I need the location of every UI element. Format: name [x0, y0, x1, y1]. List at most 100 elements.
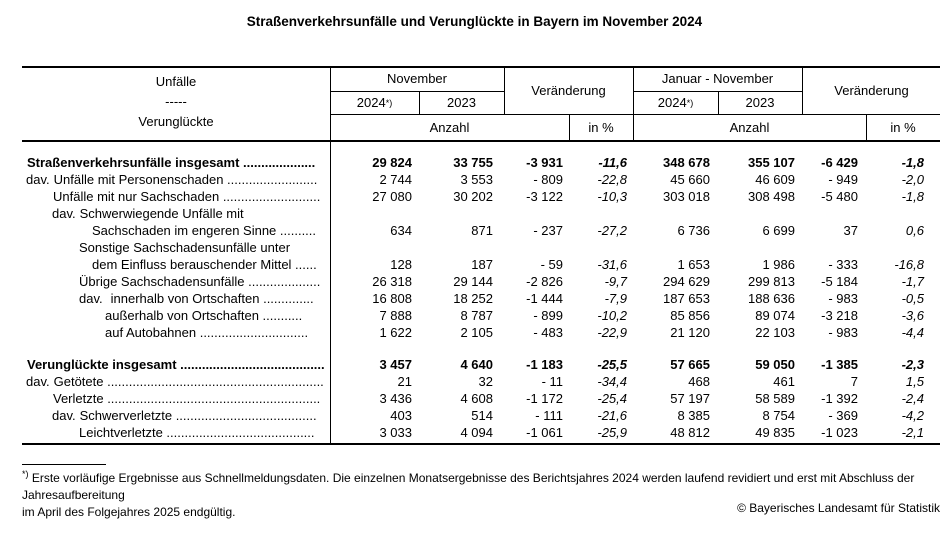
value-cell: 29 144 — [453, 274, 493, 289]
value-cell: 1 653 — [677, 257, 710, 272]
row-label-text: Verunglückte insgesamt .................… — [27, 357, 325, 372]
row-label-text: Getötete ...............................… — [53, 374, 324, 389]
row-prefix: dav. — [26, 172, 50, 187]
rule-under-years — [330, 114, 940, 115]
unit-header-anzahl-2: Anzahl — [729, 119, 770, 135]
table-row: dav. Schwerwiegende Unfälle mit — [22, 205, 940, 222]
value-cell: 0,6 — [905, 223, 924, 238]
column-header-2024-januar-november: 2024 *) — [657, 95, 694, 110]
row-label-text: innerhalb von Ortschaften .............. — [110, 291, 314, 306]
column-header-2023-november: 2023 — [447, 95, 476, 110]
unit-header-percent-2: in % — [890, 119, 916, 135]
footnote-line-2: im April des Folgejahres 2025 endgültig. — [22, 505, 236, 519]
value-cell: 303 018 — [663, 189, 710, 204]
value-cell: 46 609 — [755, 172, 795, 187]
value-cell: -1 385 — [821, 357, 858, 372]
row-label: Sachschaden im engeren Sinne .......... — [22, 222, 330, 239]
row-prefix: dav. — [79, 291, 103, 306]
value-cell: 403 — [390, 408, 412, 423]
table-row: Straßenverkehrsunfälle insgesamt .......… — [22, 154, 940, 171]
table-bottom-rule — [22, 443, 940, 445]
row-prefix: dav. — [52, 408, 76, 423]
value-cell — [802, 239, 866, 256]
value-cell: -22,9 — [597, 325, 627, 340]
table-row: Unfälle mit nur Sachschaden ............… — [22, 188, 940, 205]
value-cell: 57 665 — [670, 357, 710, 372]
row-label-text: außerhalb von Ortschaften ........... — [105, 308, 303, 323]
value-cell: -2,3 — [901, 357, 924, 372]
value-cell — [330, 239, 419, 256]
row-label: dav. Schwerverletzte ....................… — [22, 407, 330, 424]
stub-header: Unfälle ----- Verunglückte — [23, 68, 329, 138]
row-label-text: Schwerverletzte ........................… — [79, 408, 317, 423]
value-cell: -1 183 — [526, 357, 563, 372]
value-cell: -1,8 — [901, 189, 924, 204]
value-cell: -25,4 — [597, 391, 627, 406]
table-row: dem Einfluss berauschender Mittel ......… — [22, 256, 940, 273]
divider-jan-years — [718, 91, 719, 114]
value-cell: 18 252 — [453, 291, 493, 306]
value-cell: - 111 — [535, 408, 563, 423]
report-title: Straßenverkehrsunfälle und Verunglückte … — [246, 14, 703, 29]
value-cell: -1 061 — [526, 425, 563, 440]
value-cell: - 983 — [828, 291, 858, 306]
value-cell: - 483 — [533, 325, 563, 340]
row-label-text: Unfälle mit nur Sachschaden ............… — [53, 189, 321, 204]
value-cell: -25,5 — [597, 357, 627, 372]
value-cell: 2 744 — [379, 172, 412, 187]
value-cell: -25,9 — [597, 425, 627, 440]
value-cell: 7 888 — [379, 308, 412, 323]
column-group-change-november: Veränderung — [531, 82, 606, 98]
table-row: Verletzte ..............................… — [22, 390, 940, 407]
copyright-notice: © Bayerisches Landesamt für Statistik — [737, 501, 940, 515]
value-cell: 33 755 — [453, 155, 493, 170]
row-label-text: Verletzte ..............................… — [53, 391, 321, 406]
table-row: Sachschaden im engeren Sinne .......... 6… — [22, 222, 940, 239]
stub-line-unfaelle: Unfälle — [155, 74, 197, 89]
value-cell: 4 608 — [460, 391, 493, 406]
value-cell: 188 636 — [748, 291, 795, 306]
value-cell: -27,2 — [597, 223, 627, 238]
table-row: dav. Schwerverletzte ....................… — [22, 407, 940, 424]
value-cell: 16 808 — [372, 291, 412, 306]
column-group-change-januar-november: Veränderung — [834, 82, 909, 98]
value-cell: 8 385 — [677, 408, 710, 423]
row-label-text: Unfälle mit Personenschaden ............… — [53, 172, 318, 187]
value-cell: 2 105 — [460, 325, 493, 340]
value-cell: -16,8 — [894, 257, 924, 272]
value-cell: - 809 — [533, 172, 563, 187]
value-cell — [866, 205, 940, 222]
value-cell: -21,6 — [597, 408, 627, 423]
value-cell: 21 — [397, 374, 412, 389]
row-label-text: Straßenverkehrsunfälle insgesamt .......… — [27, 155, 316, 170]
value-cell: 1 622 — [379, 325, 412, 340]
value-cell: 299 813 — [748, 274, 795, 289]
value-cell: - 369 — [828, 408, 858, 423]
value-cell: - 11 — [541, 374, 563, 389]
value-cell: 634 — [390, 223, 412, 238]
value-cell — [633, 239, 718, 256]
value-cell: 48 812 — [670, 425, 710, 440]
value-cell: 49 835 — [755, 425, 795, 440]
value-cell: 294 629 — [663, 274, 710, 289]
value-cell: 187 — [471, 257, 493, 272]
value-cell: -1,7 — [901, 274, 924, 289]
value-cell: -4,4 — [901, 325, 924, 340]
value-cell: -6 429 — [821, 155, 858, 170]
value-cell: 3 553 — [460, 172, 493, 187]
value-cell: - 949 — [828, 172, 858, 187]
value-cell: 57 197 — [670, 391, 710, 406]
value-cell: 3 436 — [379, 391, 412, 406]
value-cell — [718, 205, 802, 222]
value-cell — [718, 239, 802, 256]
divider-anzahl-percent-2 — [866, 114, 867, 140]
rule-under-november — [330, 91, 504, 92]
value-cell: 7 — [850, 374, 858, 389]
value-cell: -34,4 — [597, 374, 627, 389]
value-cell: -0,5 — [901, 291, 924, 306]
table-row: dav. innerhalb von Ortschaften ..........… — [22, 290, 940, 307]
value-cell: - 237 — [533, 223, 563, 238]
stub-divider-dashes: ----- — [165, 94, 187, 109]
row-label: dem Einfluss berauschender Mittel ...... — [22, 256, 330, 273]
